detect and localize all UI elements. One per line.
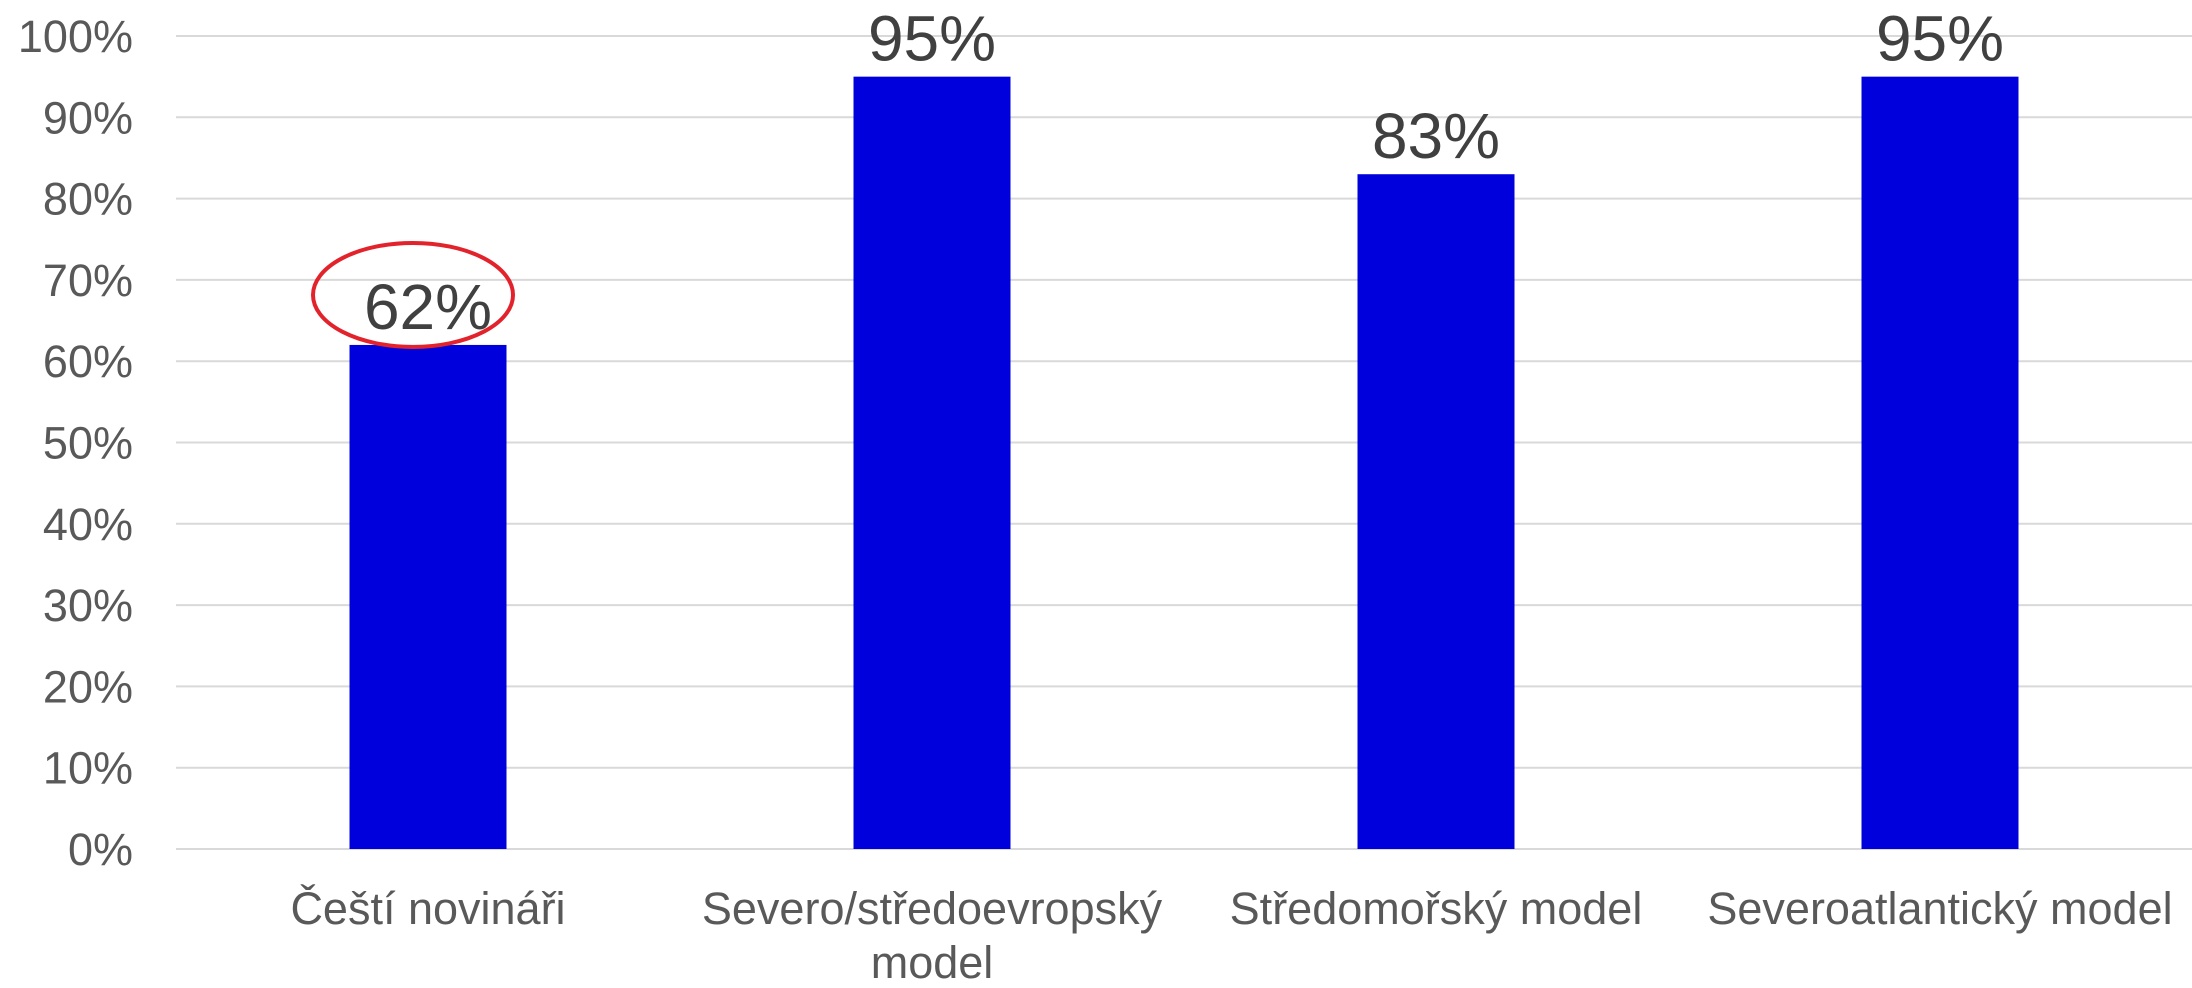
data-label: 95% bbox=[1876, 3, 2004, 75]
y-tick-label: 90% bbox=[43, 92, 133, 143]
y-tick-label: 80% bbox=[43, 174, 133, 225]
x-category-label: Severoatlantický model bbox=[1707, 883, 2172, 934]
bar bbox=[349, 344, 507, 849]
x-category-label: Severo/středoevropský model bbox=[702, 883, 1163, 983]
bar bbox=[1861, 76, 2019, 849]
x-category-label: Čeští novináři bbox=[290, 883, 565, 934]
data-label: 83% bbox=[1372, 100, 1500, 172]
data-labels: 62% 95% 83% 95% bbox=[364, 3, 2004, 343]
x-axis-category-labels: Čeští novináři Severo/středoevropský model… bbox=[290, 883, 2172, 988]
y-tick-label: 70% bbox=[43, 255, 133, 306]
bar bbox=[853, 76, 1011, 849]
data-label: 95% bbox=[868, 3, 996, 75]
y-tick-label: 10% bbox=[43, 743, 133, 794]
y-tick-label: 60% bbox=[43, 336, 133, 387]
y-tick-label: 50% bbox=[43, 418, 133, 469]
y-tick-label: 30% bbox=[43, 580, 133, 631]
y-tick-label: 0% bbox=[68, 824, 133, 875]
bar bbox=[1357, 174, 1515, 849]
y-tick-label: 20% bbox=[43, 661, 133, 712]
y-axis-tick-labels: 0% 10% 20% 30% 40% 50% 60% 70% 80% 90% 100% bbox=[18, 11, 133, 875]
highlight-ellipse bbox=[311, 240, 515, 349]
gridlines bbox=[176, 35, 2192, 850]
highlight-annotation bbox=[311, 240, 515, 349]
bars bbox=[349, 76, 2019, 849]
x-category-label: Středomořský model bbox=[1230, 883, 1643, 934]
y-tick-label: 100% bbox=[18, 11, 133, 62]
y-tick-label: 40% bbox=[43, 499, 133, 550]
data-label: 62% bbox=[364, 271, 492, 343]
